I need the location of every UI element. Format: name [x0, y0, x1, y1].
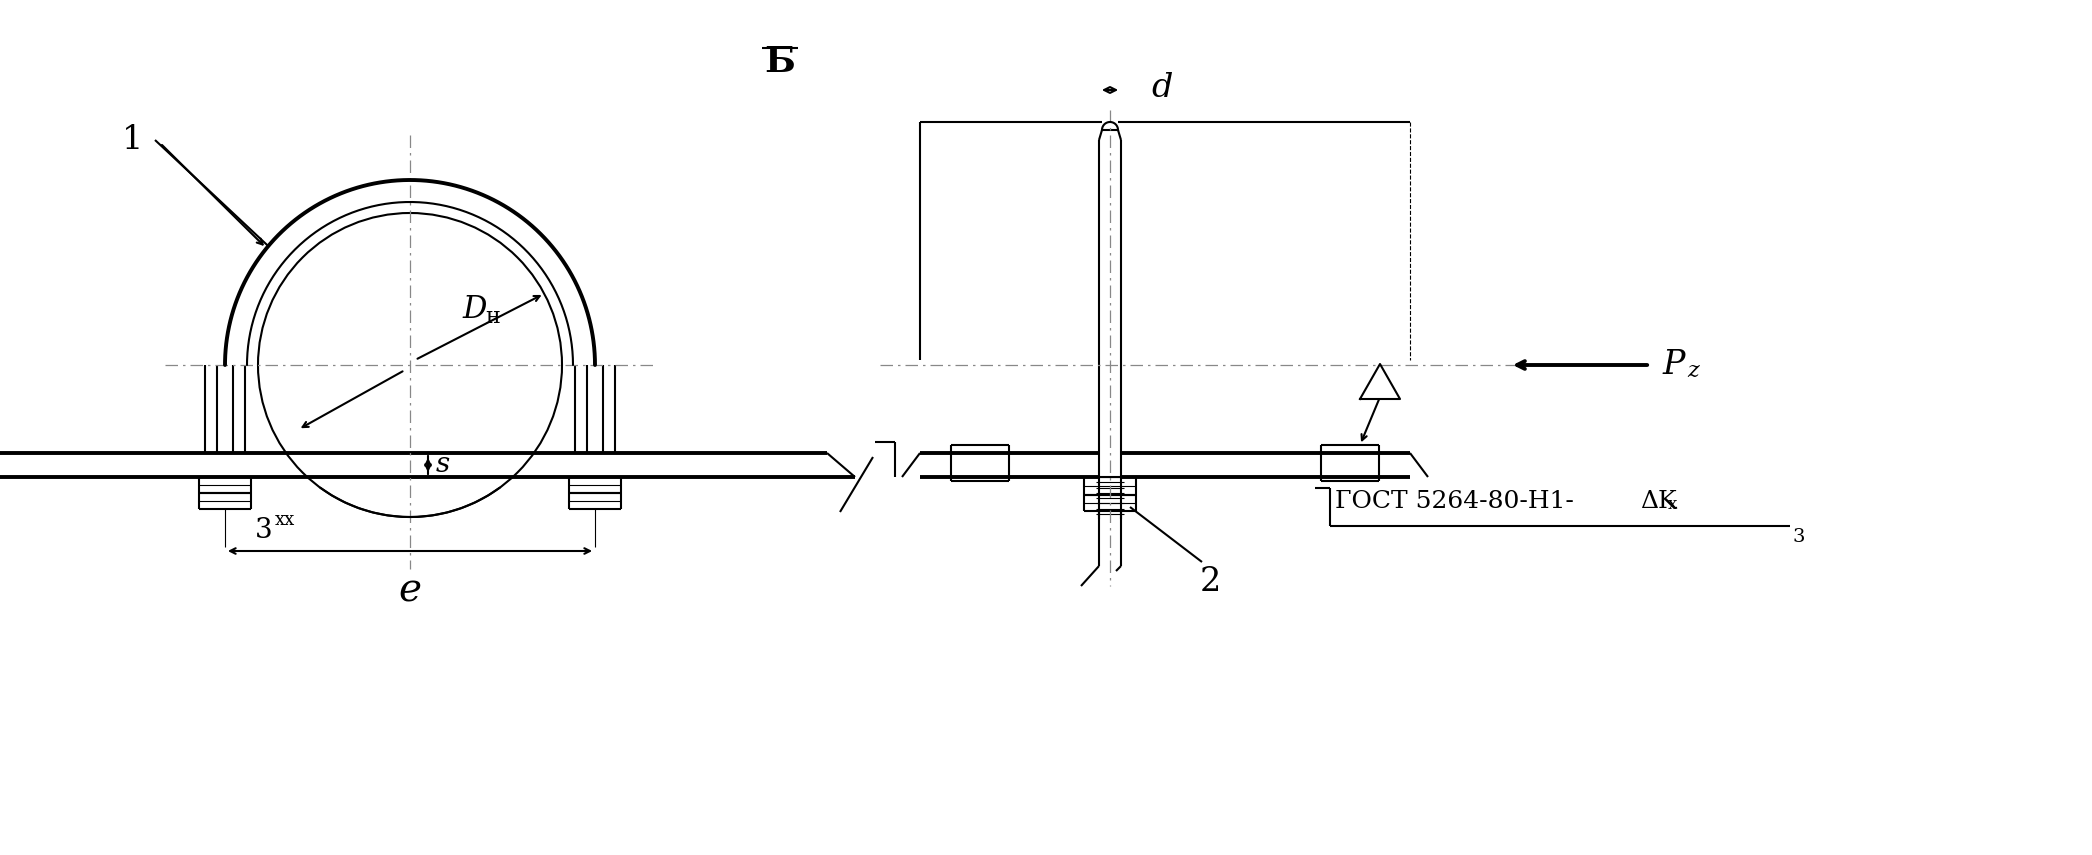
Text: 3: 3	[255, 517, 272, 544]
Text: xx: xx	[274, 511, 295, 529]
Text: D: D	[462, 294, 487, 326]
Text: 1: 1	[121, 124, 142, 156]
Text: ΔK: ΔK	[1640, 490, 1678, 513]
Text: н: н	[485, 306, 500, 328]
Text: e: e	[397, 573, 420, 610]
Text: d: d	[1151, 72, 1172, 104]
Text: 2: 2	[1199, 566, 1220, 598]
Text: x: x	[1667, 496, 1678, 513]
Text: P: P	[1661, 349, 1684, 381]
Text: 3: 3	[1793, 528, 1805, 546]
Text: ГОСТ 5264-80-Н1-: ГОСТ 5264-80-Н1-	[1335, 490, 1573, 513]
Text: s: s	[435, 451, 450, 479]
Text: Б: Б	[764, 45, 795, 79]
Text: z: z	[1686, 360, 1699, 382]
